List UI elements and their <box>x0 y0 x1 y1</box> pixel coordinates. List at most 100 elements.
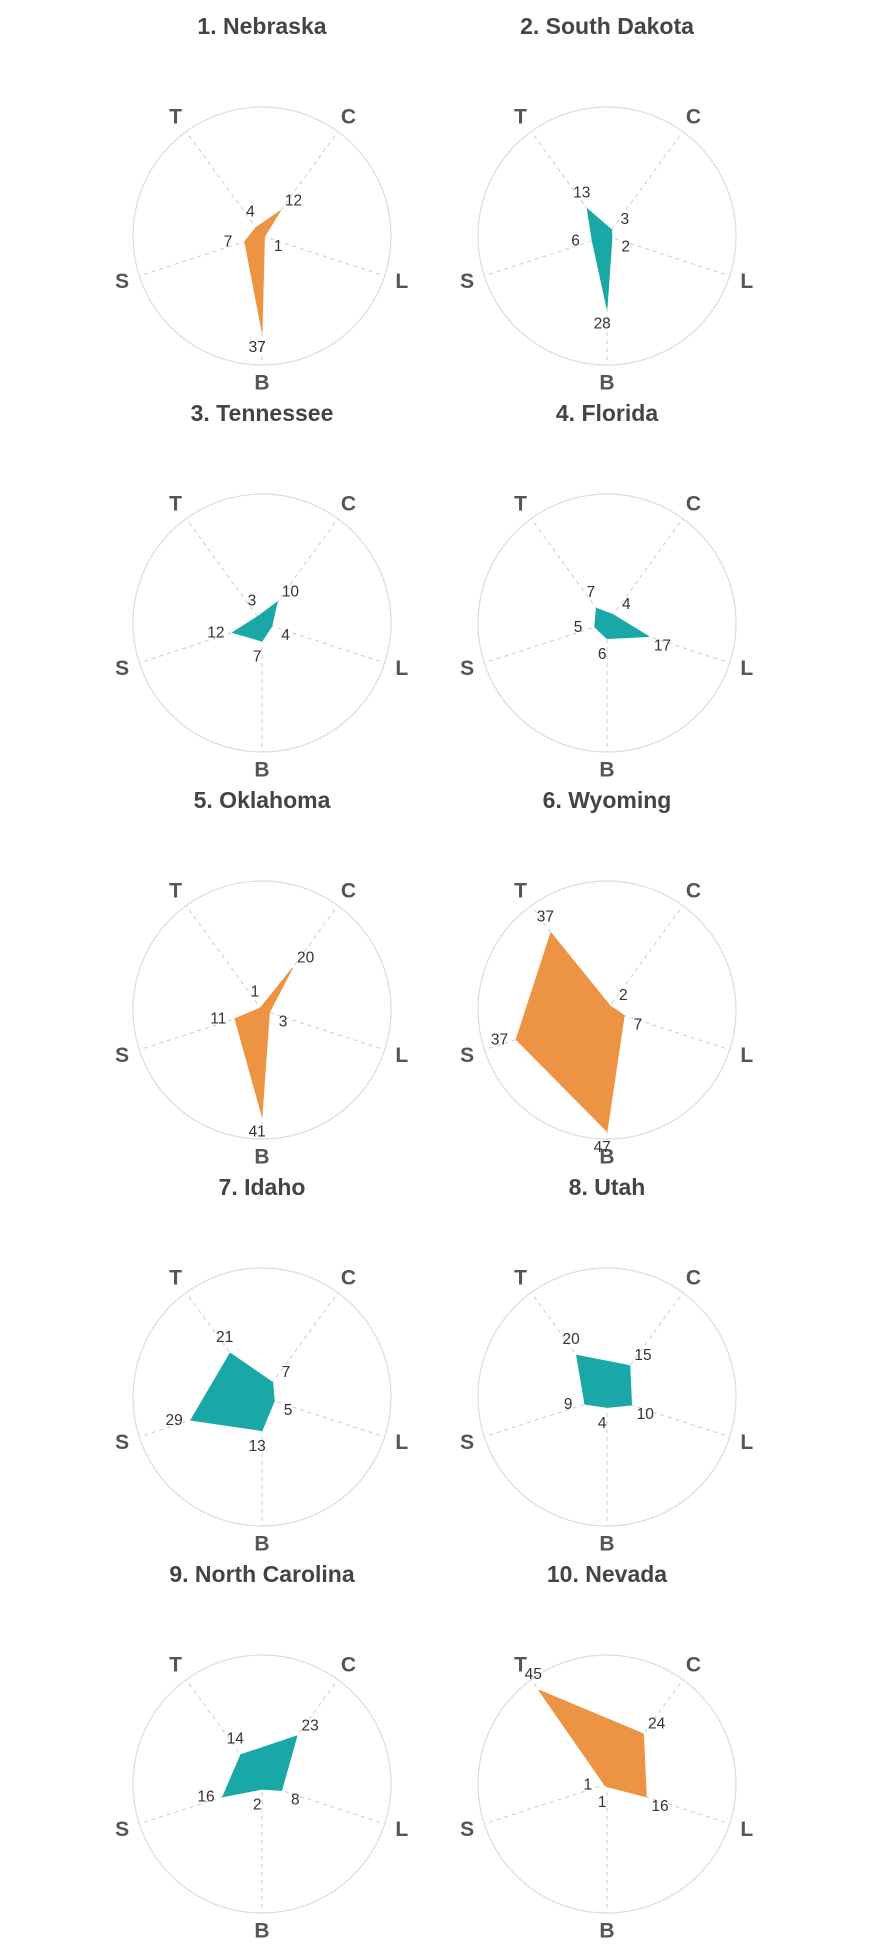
axis-label: B <box>254 1146 269 1169</box>
value-label: 7 <box>224 233 233 250</box>
axis-label: L <box>395 1818 408 1841</box>
radar-spoke <box>606 622 730 664</box>
value-label: 12 <box>207 624 224 641</box>
value-label: 10 <box>282 584 300 601</box>
value-label: 37 <box>537 909 554 926</box>
value-label: 2 <box>619 987 628 1004</box>
radar-spoke <box>261 622 385 664</box>
value-label: 5 <box>284 1402 293 1419</box>
value-label: 29 <box>166 1412 183 1429</box>
value-label: 37 <box>491 1031 508 1048</box>
value-label: 9 <box>564 1396 573 1413</box>
value-label: 8 <box>291 1791 300 1808</box>
panel-title: 1. Nebraska <box>197 13 326 39</box>
radar-panel: 8. Utah C L B S T 15 10 4 9 20 <box>460 1174 753 1556</box>
radar-spoke <box>484 1783 608 1825</box>
axis-label: C <box>686 1267 701 1290</box>
axis-label: T <box>514 106 527 129</box>
axis-label: L <box>395 657 408 680</box>
axis-label: C <box>686 493 701 516</box>
panel-title: 6. Wyoming <box>543 787 672 813</box>
axis-label: L <box>740 657 753 680</box>
radar-spoke <box>606 1009 730 1051</box>
panel-title: 8. Utah <box>569 1174 646 1200</box>
radar-spoke <box>139 1009 263 1051</box>
radar-panel: 1. Nebraska C L B S T 12 1 37 74 <box>115 13 408 395</box>
radar-spoke <box>261 1783 385 1825</box>
radar-polygon <box>232 601 278 642</box>
axis-label: L <box>740 1431 753 1454</box>
axis-label: C <box>686 1654 701 1677</box>
radar-polygon <box>222 1735 298 1798</box>
value-label: 4 <box>598 1415 607 1432</box>
axis-label: B <box>254 372 269 395</box>
axis-label: L <box>395 1431 408 1454</box>
value-label: 1 <box>584 1777 593 1794</box>
value-label: 1 <box>598 1794 607 1811</box>
value-label: 16 <box>651 1798 668 1815</box>
axis-label: T <box>169 1654 182 1677</box>
radar-panel: 2. South Dakota C L B S T 3 2 28 6 13 <box>460 13 753 395</box>
value-label: 45 <box>525 1666 542 1683</box>
radar-spoke <box>261 235 385 277</box>
axis-label: T <box>514 880 527 903</box>
value-label: 17 <box>654 638 671 655</box>
axis-label: L <box>395 1044 408 1067</box>
value-label: 37 <box>249 339 266 356</box>
value-label: 10 <box>637 1406 655 1423</box>
value-label: 4 <box>622 596 631 613</box>
axis-label: L <box>740 1044 753 1067</box>
value-label: 47 <box>594 1139 611 1156</box>
radar-spoke <box>606 1783 730 1825</box>
radar-polygon <box>576 1354 633 1408</box>
radar-panel: 10. Nevada C L B S T 24 16 11 45 <box>460 1561 753 1943</box>
radar-spoke <box>261 518 339 624</box>
radar-spoke <box>484 1396 608 1438</box>
axis-label: L <box>395 270 408 293</box>
radar-spoke <box>606 131 684 237</box>
axis-label: B <box>599 1920 614 1943</box>
value-label: 4 <box>246 203 255 220</box>
value-label: 20 <box>563 1331 581 1348</box>
value-label: 13 <box>249 1438 266 1455</box>
axis-label: B <box>254 1920 269 1943</box>
axis-label: C <box>341 106 356 129</box>
radar-spoke <box>606 1679 684 1785</box>
radar-polygon <box>586 208 613 309</box>
axis-label: B <box>254 1533 269 1556</box>
radar-panel: 3. Tennessee C L B S T 10 4 7 12 3 <box>115 400 408 782</box>
axis-label: C <box>686 106 701 129</box>
axis-label: L <box>740 270 753 293</box>
panel-title: 3. Tennessee <box>191 400 334 426</box>
radar-spoke <box>185 131 263 237</box>
axis-label: L <box>740 1818 753 1841</box>
value-label: 3 <box>248 592 257 609</box>
radar-spoke <box>606 235 730 277</box>
radar-spoke <box>185 905 263 1011</box>
panel-title: 2. South Dakota <box>520 13 694 39</box>
axis-label: T <box>514 1267 527 1290</box>
value-label: 6 <box>571 233 580 250</box>
value-label: 1 <box>274 238 283 255</box>
axis-label: B <box>599 759 614 782</box>
axis-label: S <box>460 1431 474 1454</box>
value-label: 4 <box>281 627 290 644</box>
axis-label: S <box>115 1818 129 1841</box>
axis-label: B <box>254 759 269 782</box>
radar-spoke <box>261 1009 385 1051</box>
axis-label: S <box>460 657 474 680</box>
panel-title: 4. Florida <box>556 400 658 426</box>
axis-label: S <box>115 657 129 680</box>
radar-polygon <box>515 932 625 1132</box>
radar-panel: 6. Wyoming C L B S T 27 47 37 37 <box>460 787 753 1169</box>
value-label: 41 <box>249 1123 266 1140</box>
axis-label: B <box>599 1146 614 1169</box>
radar-polygon <box>538 1689 647 1798</box>
axis-label: S <box>115 270 129 293</box>
radar-spoke <box>606 1292 684 1398</box>
radar-panel: 9. North Carolina C L B S T 23 8 2 16 14 <box>115 1561 408 1943</box>
radar-spoke <box>185 1292 263 1398</box>
radar-spoke <box>484 235 608 277</box>
axis-label: S <box>115 1431 129 1454</box>
